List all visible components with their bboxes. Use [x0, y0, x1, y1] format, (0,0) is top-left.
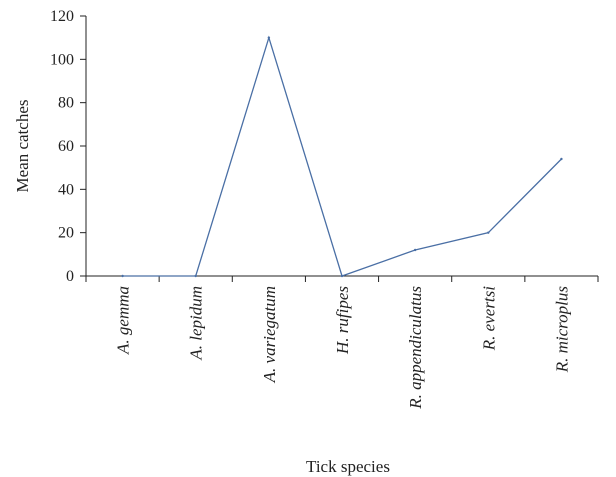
data-point — [560, 157, 563, 161]
y-axis-ticks — [80, 15, 86, 277]
data-point — [194, 274, 197, 278]
data-point — [413, 248, 417, 252]
y-tick-label: 80 — [58, 95, 74, 112]
data-point — [121, 274, 124, 278]
series-line — [122, 35, 562, 277]
y-tick-label: 20 — [58, 225, 74, 242]
y-tick-label: 60 — [58, 138, 74, 155]
x-tick-label: H. rufipes — [333, 286, 352, 355]
y-tick-labels: 0 20 40 60 80 100 120 — [50, 8, 74, 285]
y-axis-title: Mean catches — [13, 100, 32, 193]
y-tick-label: 100 — [50, 51, 74, 68]
y-tick-label: 120 — [50, 8, 74, 25]
y-tick-label: 40 — [58, 181, 74, 198]
x-tick-label: A. gemma — [114, 286, 133, 355]
data-point — [267, 36, 271, 39]
y-tick-label: 0 — [66, 268, 74, 285]
x-tick-label: R. microplus — [552, 286, 571, 374]
data-points — [121, 36, 563, 278]
x-tick-label: A. lepidum — [187, 286, 206, 361]
x-tick-label: R. evertsi — [479, 286, 498, 351]
data-point — [340, 274, 344, 278]
x-axis-ticks — [85, 276, 599, 282]
x-axis-title: Tick species — [306, 457, 390, 476]
x-tick-label: A. variegatum — [260, 286, 279, 383]
x-tick-labels: A. gemma A. lepidum A. variegatum H. rufipe… — [114, 286, 572, 410]
data-point — [487, 231, 490, 234]
x-tick-label: R. appendiculatus — [406, 286, 425, 410]
